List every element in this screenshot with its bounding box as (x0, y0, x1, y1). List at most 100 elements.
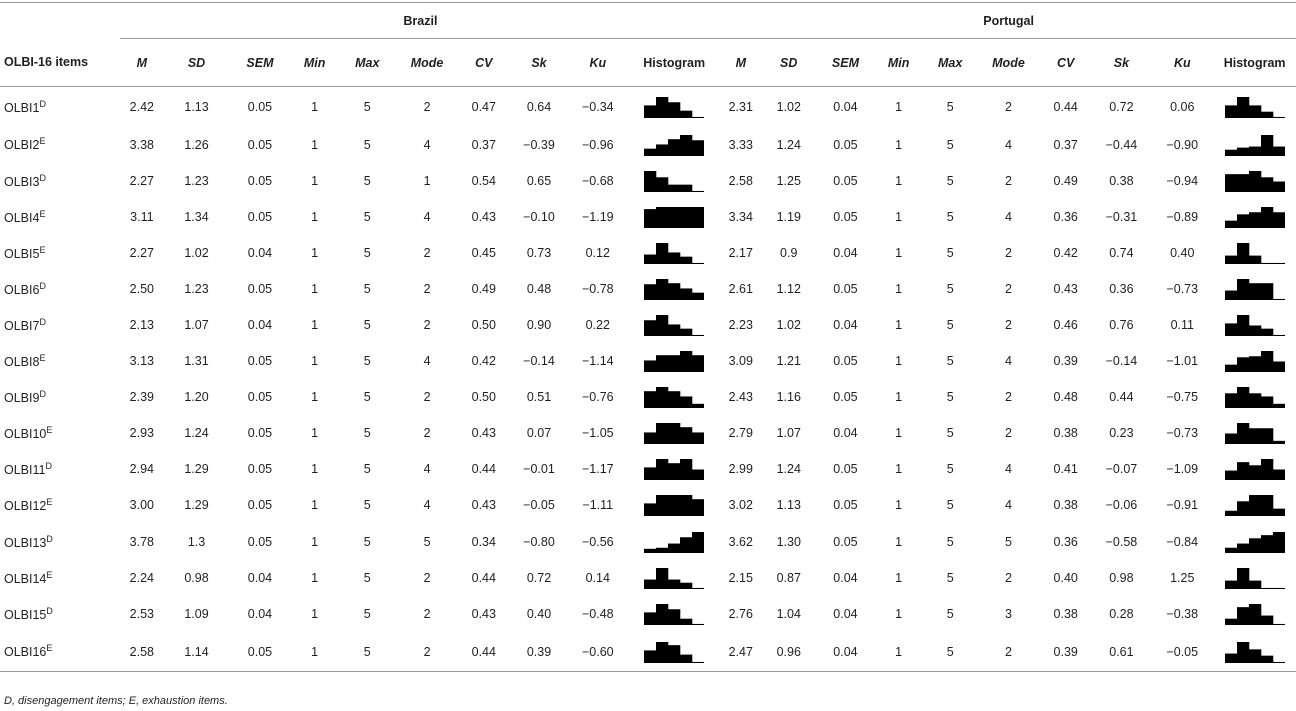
histogram-bar (1260, 396, 1273, 409)
portugal-sd-cell: 0.96 (760, 631, 818, 673)
brazil-sk-cell: 0.40 (526, 606, 552, 621)
histogram-bar (680, 654, 693, 663)
histogram-bar (692, 190, 705, 192)
histogram (1224, 278, 1285, 300)
portugal-sd-cell: 1.13 (776, 498, 801, 513)
brazil-histogram-cell (627, 524, 721, 560)
brazil-col-header-min: Min (290, 38, 339, 87)
portugal-sd-cell: 1.19 (776, 209, 801, 224)
item-type-superscript: E (46, 643, 53, 654)
brazil-sem-cell: 0.04 (247, 245, 273, 260)
portugal-sk-cell: −0.06 (1105, 498, 1138, 513)
portugal-sem-cell: 0.04 (833, 245, 858, 260)
histogram-bar (1236, 423, 1249, 445)
histogram-bar (1260, 111, 1273, 118)
histogram-bar (644, 503, 657, 517)
portugal-sk-cell: 0.76 (1109, 318, 1134, 333)
histogram-bar (668, 206, 681, 228)
histogram-bar (1236, 242, 1249, 264)
histogram-bar (680, 328, 693, 337)
brazil-sk-cell: −0.80 (523, 534, 555, 549)
item-name: OLBI4 (4, 210, 40, 225)
table-row: OLBI3D 2.27 1.23 0.05 1 5 1 0.54 0.65 −0.68 2.58 1.… (0, 163, 1296, 199)
brazil-cv-cell: 0.44 (458, 631, 510, 673)
histogram (1224, 351, 1285, 373)
histogram-bar (1272, 146, 1285, 156)
histogram-bar (680, 495, 693, 517)
histogram-bar (668, 283, 681, 300)
table-row: OLBI2E 3.38 1.26 0.05 1 5 4 0.37 −0.39 −0.96 3.33 1… (0, 127, 1296, 163)
portugal-histogram-cell (1213, 307, 1296, 343)
portugal-sem-cell: 0.05 (833, 534, 858, 549)
histogram (1224, 134, 1285, 156)
portugal-mode-cell: 2 (1004, 281, 1012, 296)
histogram-bar (680, 134, 693, 156)
brazil-max-cell: 5 (363, 426, 371, 441)
brazil-sd-cell: 1.09 (184, 606, 209, 621)
brazil-mode-cell: 4 (423, 462, 431, 477)
brazil-m-cell: 2.27 (129, 245, 155, 260)
histogram-bar (668, 423, 681, 445)
histogram-bar (656, 423, 669, 445)
histogram-bar (1260, 587, 1273, 589)
item-cell: OLBI3D (0, 163, 120, 199)
histogram-bar (668, 252, 681, 264)
table-row: OLBI10E 2.93 1.24 0.05 1 5 2 0.43 0.07 −1.05 2.79 1… (0, 415, 1296, 451)
portugal-mode-cell: 2 (1004, 570, 1012, 585)
portugal-col-header-sem: SEM (817, 38, 874, 87)
brazil-ku-cell: 0.12 (585, 245, 610, 260)
portugal-max-cell: 5 (946, 534, 954, 549)
histogram-bar (1272, 211, 1285, 228)
portugal-cv-cell: 0.43 (1053, 281, 1078, 296)
brazil-m-cell: 3.13 (129, 354, 155, 369)
brazil-sd-cell: 0.98 (184, 570, 209, 585)
item-cell: OLBI9D (0, 379, 120, 415)
histogram-bar (1224, 173, 1237, 192)
histogram-bar (680, 184, 693, 192)
brazil-min-cell: 1 (311, 498, 319, 513)
brazil-ku-cell: −0.76 (581, 390, 614, 405)
item-type-superscript: E (46, 425, 53, 436)
brazil-sk-cell: −0.14 (523, 354, 555, 369)
histogram (644, 423, 705, 445)
histogram (644, 351, 705, 373)
histogram (1224, 495, 1285, 517)
table-row: OLBI13D 3.78 1.3 0.05 1 5 5 0.34 −0.80 −0.56 3.62 1… (0, 524, 1296, 560)
portugal-sem-cell: 0.04 (833, 318, 858, 333)
portugal-m-cell: 2.31 (728, 99, 753, 114)
brazil-sk-cell: 0.90 (526, 318, 552, 333)
brazil-sd-cell: 1.23 (184, 173, 209, 188)
brazil-mode-cell: 5 (423, 534, 431, 549)
item-type-superscript: D (39, 316, 46, 327)
brazil-max-cell: 5 (363, 137, 371, 152)
item-type-superscript: E (46, 497, 53, 508)
brazil-mode-cell: 2 (423, 281, 431, 296)
histogram-bar (1248, 211, 1261, 228)
histogram-bar (644, 467, 657, 481)
brazil-sd-cell: 1.3 (187, 534, 206, 549)
portugal-min-cell: 1 (895, 137, 903, 152)
histogram-bar (1224, 323, 1237, 337)
table-row: OLBI9D 2.39 1.20 0.05 1 5 2 0.50 0.51 −0.76 2.43 1.… (0, 379, 1296, 415)
histogram-bar (644, 254, 657, 264)
portugal-sem-cell: 0.05 (833, 281, 858, 296)
brazil-sem-cell: 0.05 (247, 173, 273, 188)
brazil-sk-cell: −0.05 (523, 498, 555, 513)
portugal-cv-cell: 0.36 (1053, 534, 1078, 549)
histogram-bar (656, 355, 669, 373)
brazil-sk-cell: −0.01 (523, 462, 555, 477)
brazil-mode-cell: 2 (423, 570, 431, 585)
portugal-mode-cell: 4 (1004, 209, 1012, 224)
histogram-bar (692, 587, 705, 589)
portugal-col-header-ku: Ku (1151, 38, 1214, 87)
histogram-bar (1248, 255, 1261, 264)
histogram-bar (1236, 501, 1249, 517)
portugal-sk-cell: −0.58 (1105, 534, 1138, 549)
portugal-m-cell: 3.02 (728, 498, 753, 513)
portugal-col-header-m: M (721, 38, 761, 87)
histogram-bar (1260, 134, 1273, 156)
portugal-m-cell: 3.62 (728, 534, 753, 549)
histogram-bar (1224, 433, 1237, 445)
brazil-min-cell: 1 (311, 570, 319, 585)
portugal-ku-cell: 1.25 (1170, 570, 1195, 585)
